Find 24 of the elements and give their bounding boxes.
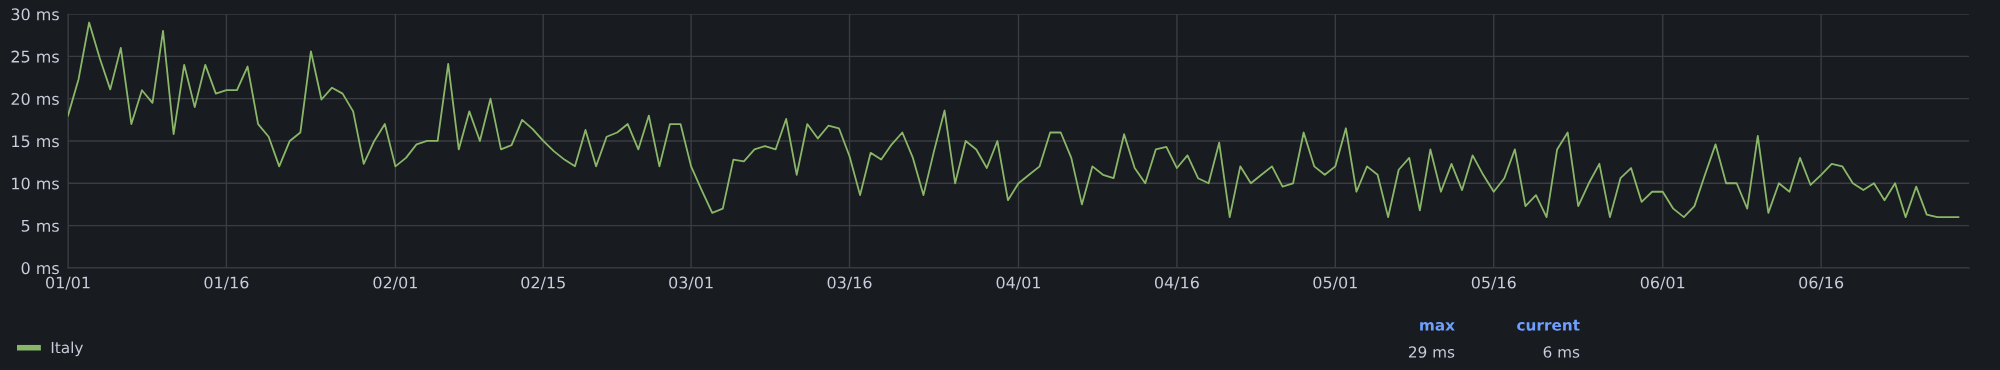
text: 6 ms [1543,346,1580,358]
text: current [1517,319,1580,331]
x-tick-label: 03/16 [827,276,872,290]
y-tick-label: 15 ms [12,135,59,148]
x-tick-label: 01/01 [46,276,90,290]
x-tick-label: 06/01 [1640,276,1685,290]
legend-label: Italy [51,341,83,357]
x-tick-label: 05/16 [1471,276,1516,290]
y-tick-label: 30 ms [11,8,59,21]
x-tick-label: 01/16 [204,276,249,290]
y-tick-label: 20 ms [11,92,59,105]
y-tick-label: 25 ms [11,50,59,63]
text: 29 ms [1408,346,1455,358]
x-tick-label: 06/16 [1799,276,1844,290]
x-tick-label: 02/01 [373,276,417,290]
y-tick-label: 5 ms [21,220,59,232]
text: max [1420,322,1455,331]
x-tick-label: 05/01 [1313,276,1357,290]
x-tick-label: 02/15 [521,276,565,290]
y-tick-label: 10 ms [12,177,59,190]
x-tick-label: 03/01 [669,276,713,290]
y-tick-label: 0 ms [21,262,59,275]
x-tick-label: 04/01 [996,276,1041,290]
x-tick-label: 04/16 [1154,276,1199,290]
